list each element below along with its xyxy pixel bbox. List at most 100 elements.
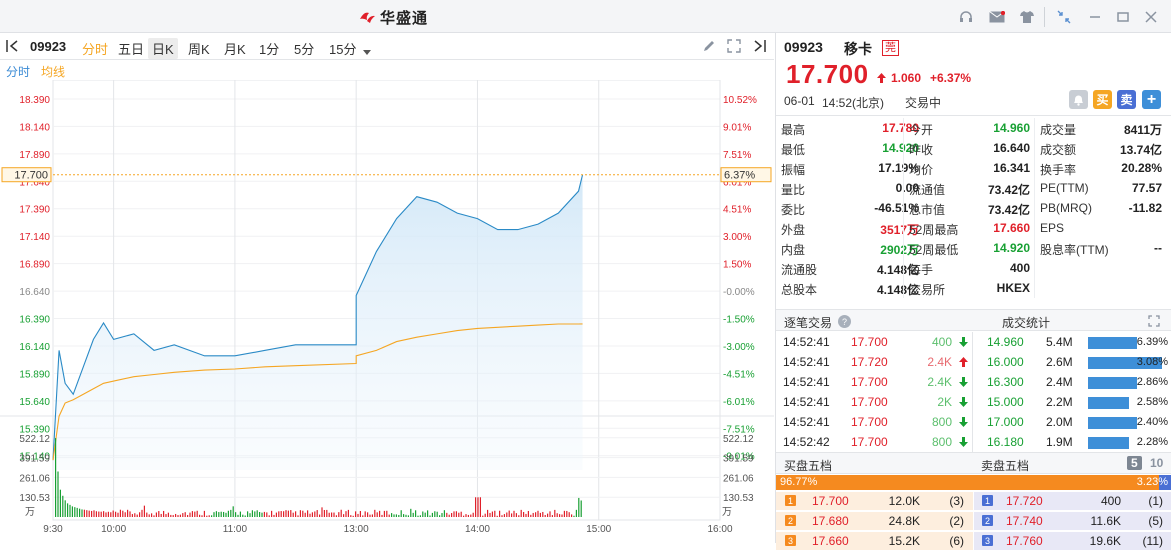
bell-icon[interactable] bbox=[1069, 90, 1088, 109]
volume-bar bbox=[67, 503, 69, 517]
volume-bar bbox=[189, 512, 191, 517]
volume-bar bbox=[359, 510, 361, 517]
quote-value: 0.00 bbox=[895, 181, 919, 195]
volume-bar bbox=[419, 515, 421, 517]
volume-bar bbox=[196, 510, 198, 517]
volume-bar bbox=[57, 471, 59, 517]
depth-10-toggle[interactable]: 10 bbox=[1150, 456, 1164, 470]
quote-label: 今开 bbox=[909, 123, 934, 137]
volume-bar bbox=[86, 510, 88, 517]
volume-bar bbox=[451, 513, 453, 517]
quote-row: 总股本 4.148亿 交易所 HKEX bbox=[776, 278, 1171, 298]
volume-tick-label: 391.59 bbox=[723, 454, 754, 465]
ask-level: 2 bbox=[982, 515, 993, 526]
volume-bar bbox=[520, 509, 522, 517]
volume-bar bbox=[549, 511, 551, 517]
price-tick-label: 16.890 bbox=[19, 260, 50, 271]
intraday-chart[interactable]: 18.390 10.52% 18.140 9.01% 17.890 7.51% 17.640… bbox=[0, 79, 774, 543]
volume-bar bbox=[131, 514, 133, 517]
avg-line-label[interactable]: 均线 bbox=[41, 65, 66, 79]
volume-bar bbox=[448, 514, 450, 517]
tab-monthly-k[interactable]: 月K bbox=[224, 42, 246, 57]
tick-time: 14:52:41 bbox=[783, 355, 830, 369]
tab-five-day[interactable]: 五日 bbox=[118, 42, 145, 57]
shirt-icon[interactable] bbox=[1018, 9, 1036, 25]
volume-unit-label: 万 bbox=[722, 507, 732, 518]
volume-unit-label: 万 bbox=[25, 507, 35, 518]
collapse-right-icon[interactable] bbox=[752, 40, 766, 55]
volume-bar bbox=[345, 511, 347, 517]
volume-bar bbox=[395, 514, 397, 517]
shrink-icon[interactable] bbox=[1055, 9, 1073, 25]
tick-row: 14:52:41 17.700 2.4K bbox=[776, 372, 972, 392]
expand-icon[interactable] bbox=[1148, 315, 1160, 327]
ask-row[interactable]: 2 17.740 11.6K (5) bbox=[974, 512, 1171, 530]
price-tick-label: 16.390 bbox=[19, 315, 50, 326]
volume-bar bbox=[400, 510, 402, 517]
pct-tick-label: -0.00% bbox=[723, 287, 755, 298]
volume-bar bbox=[551, 515, 553, 517]
ask-row[interactable]: 1 17.720 400 (1) bbox=[974, 492, 1171, 510]
volume-bar bbox=[211, 515, 213, 517]
ask-row[interactable]: 3 17.760 19.6K (11) bbox=[974, 532, 1171, 550]
volume-bar bbox=[467, 514, 469, 517]
quote-value: 16.341 bbox=[993, 161, 1030, 175]
volume-bar bbox=[182, 513, 184, 517]
headset-icon[interactable] bbox=[957, 9, 975, 25]
chevron-down-icon[interactable] bbox=[363, 44, 371, 58]
bid-price: 17.660 bbox=[812, 534, 849, 548]
volume-bar bbox=[338, 512, 340, 517]
quote-label: PB(MRQ) bbox=[1040, 201, 1092, 215]
volume-bar bbox=[172, 515, 174, 517]
maximize-icon[interactable] bbox=[1114, 9, 1132, 25]
volume-bar bbox=[225, 512, 227, 517]
add-watchlist-button[interactable]: + bbox=[1142, 90, 1161, 109]
mail-icon[interactable] bbox=[988, 9, 1006, 25]
sell-button[interactable]: 卖 bbox=[1117, 90, 1136, 109]
stock-code: 09923 bbox=[784, 39, 823, 55]
bid-row[interactable]: 3 17.660 15.2K (6) bbox=[776, 532, 973, 550]
volume-bar bbox=[124, 512, 126, 517]
volume-bar bbox=[59, 489, 61, 517]
depth-5-toggle[interactable]: 5 bbox=[1127, 456, 1142, 470]
volume-bar bbox=[170, 514, 172, 517]
bid-row[interactable]: 1 17.700 12.0K (3) bbox=[776, 492, 973, 510]
minimize-icon[interactable] bbox=[1086, 9, 1104, 25]
volume-tick-label: 522.12 bbox=[723, 434, 754, 445]
bid-row[interactable]: 2 17.680 24.8K (2) bbox=[776, 512, 973, 530]
volume-bar bbox=[477, 497, 479, 517]
help-icon[interactable]: ? bbox=[838, 315, 851, 328]
tab-weekly-k[interactable]: 周K bbox=[188, 42, 210, 57]
buy-button[interactable]: 买 bbox=[1093, 90, 1112, 109]
stats-row: 16.000 2.6M 3.08% bbox=[973, 352, 1171, 372]
stats-row: 16.300 2.4M 2.86% bbox=[973, 372, 1171, 392]
tab-15min[interactable]: 15分 bbox=[329, 42, 357, 57]
ticks-title[interactable]: 逐笔交易 bbox=[784, 316, 833, 330]
divider bbox=[1034, 118, 1035, 298]
quote-label: 总股本 bbox=[781, 283, 818, 297]
minute-line-label[interactable]: 分时 bbox=[6, 65, 31, 79]
tab-5min[interactable]: 5分 bbox=[294, 42, 315, 57]
ask-price: 17.760 bbox=[1006, 534, 1043, 548]
tab-minute[interactable]: 分时 bbox=[82, 42, 109, 57]
volume-bar bbox=[398, 514, 400, 517]
title-bar: 华盛通 bbox=[0, 0, 1171, 33]
time-tick-label: 11:00 bbox=[223, 524, 248, 535]
quote-row: 振幅 17.19% 均价 16.341 换手率 20.28% bbox=[776, 158, 1171, 178]
volume-bar bbox=[64, 500, 66, 517]
stats-bar bbox=[1088, 337, 1138, 349]
collapse-left-icon[interactable] bbox=[6, 40, 20, 55]
volume-bar bbox=[496, 515, 498, 517]
tick-row: 14:52:42 17.700 800 bbox=[776, 432, 972, 452]
volume-bar bbox=[458, 512, 460, 517]
volume-bar bbox=[184, 512, 186, 517]
pen-icon[interactable] bbox=[702, 39, 716, 56]
stats-title[interactable]: 成交统计 bbox=[1002, 316, 1051, 330]
volume-bar bbox=[340, 509, 342, 517]
volume-bar bbox=[261, 512, 263, 517]
tab-1min[interactable]: 1分 bbox=[259, 42, 280, 57]
tab-daily-k[interactable]: 日K bbox=[148, 38, 178, 59]
expand-icon[interactable] bbox=[727, 39, 741, 56]
close-icon[interactable] bbox=[1142, 9, 1160, 25]
volume-bar bbox=[163, 510, 165, 517]
